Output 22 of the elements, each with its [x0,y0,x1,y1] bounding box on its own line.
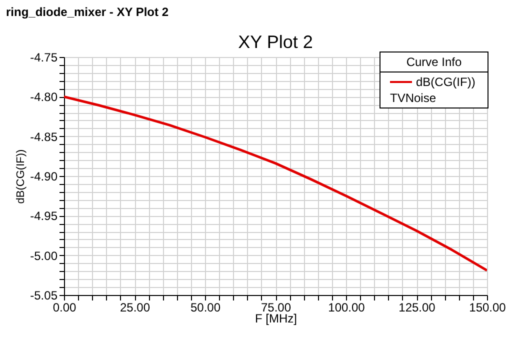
x-tick-label: 50.00 [190,300,221,314]
y-tick-label: -4.90 [30,170,58,184]
x-axis-title: F [MHz] [255,312,297,326]
chart-title: XY Plot 2 [238,32,313,52]
x-tick-label: 25.00 [120,300,150,314]
x-tick-label: 0.00 [52,300,76,314]
y-tick-label: -5.00 [30,248,58,263]
text: ring_diode_mixer - XY Plot 2 [6,5,169,19]
y-tick-label: -4.80 [30,90,58,104]
y-tick-label: -4.85 [30,130,58,144]
line-series [64,95,487,272]
x-tick-label: 150.00 [469,300,506,314]
legend-title: Curve Info [406,55,462,69]
y-tick-label: -4.75 [30,50,58,64]
x-tick-label: 75.00 [260,300,292,314]
annotation: TVNoise [390,91,436,105]
x-tick-label: 125.00 [398,300,436,314]
legend-label: dB(CG(IF)) [416,75,476,89]
y-tick-label: -5.05 [30,288,58,302]
y-tick-label: -4.95 [30,209,58,224]
x-tick-label: 100.00 [328,300,366,314]
y-axis-title: dB(CG(IF)) [15,149,28,204]
